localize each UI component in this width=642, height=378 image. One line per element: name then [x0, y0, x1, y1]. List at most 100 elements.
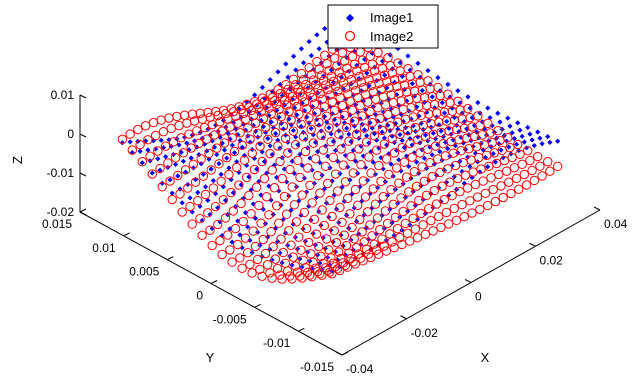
point-image2: [397, 143, 407, 153]
point-image2: [194, 138, 204, 149]
point-image2: [176, 133, 186, 143]
point-image2: [302, 104, 312, 114]
point-image2: [137, 157, 147, 167]
point-image2: [337, 48, 348, 58]
point-image2: [234, 180, 244, 190]
x-tick-4: [593, 206, 601, 211]
point-image2: [425, 157, 435, 168]
point-image2: [364, 74, 374, 85]
point-image1: [470, 143, 476, 150]
point-image2: [237, 263, 247, 273]
point-image2: [318, 145, 329, 155]
point-image1: [290, 53, 297, 59]
point-image2: [494, 169, 504, 180]
point-image2: [275, 270, 285, 280]
point-image1: [287, 253, 293, 259]
point-image2: [395, 66, 405, 76]
point-image2: [304, 113, 314, 123]
point-image1: [469, 174, 475, 181]
z-axis-label: Z: [10, 156, 25, 164]
point-image1: [455, 88, 461, 94]
point-image1: [382, 72, 388, 78]
point-image2: [158, 127, 169, 137]
point-image1: [456, 129, 462, 135]
point-image2: [493, 125, 503, 136]
point-image2: [268, 242, 278, 252]
point-image2: [334, 129, 344, 139]
point-image1: [405, 53, 411, 59]
point-image2: [347, 105, 357, 115]
point-image1: [346, 131, 352, 137]
point-image2: [215, 235, 225, 246]
point-image1: [445, 81, 451, 87]
point-image2: [203, 208, 213, 218]
point-image2: [475, 204, 485, 215]
point-image2: [317, 205, 327, 215]
y-tick-label-5: 0.01: [92, 241, 116, 255]
point-image1: [477, 169, 483, 175]
point-image2: [298, 75, 309, 85]
point-image2: [226, 187, 236, 198]
point-image2: [296, 68, 307, 79]
point-image2: [398, 104, 409, 115]
point-image1: [358, 88, 364, 94]
point-image2: [473, 111, 483, 121]
point-image2: [269, 183, 280, 193]
point-image2: [377, 234, 387, 244]
point-image2: [513, 139, 523, 150]
point-image1: [288, 122, 294, 128]
point-image2: [272, 263, 283, 274]
y-tick-0: [341, 351, 349, 356]
point-image1: [472, 150, 479, 156]
point-image1: [306, 120, 312, 126]
point-image2: [265, 268, 275, 278]
point-image2: [172, 111, 182, 122]
point-image1: [155, 156, 161, 162]
point-image1: [461, 180, 467, 186]
point-image1: [309, 167, 315, 173]
point-image2: [314, 117, 324, 128]
point-image1: [529, 137, 535, 143]
point-image2: [308, 257, 318, 268]
point-image2: [164, 113, 174, 123]
legend-marker-image2: [344, 30, 356, 42]
point-image2: [198, 171, 209, 181]
point-image1: [306, 203, 312, 209]
point-image2: [301, 79, 311, 90]
point-image2: [364, 152, 374, 162]
point-image2: [314, 241, 324, 252]
point-image1: [395, 45, 401, 52]
point-image2: [368, 184, 378, 194]
point-image2: [308, 138, 319, 148]
point-image1: [345, 105, 351, 111]
point-image1: [370, 159, 376, 165]
point-image2: [443, 219, 454, 229]
point-image2: [184, 129, 194, 139]
point-image1: [267, 77, 273, 83]
point-image1: [329, 111, 335, 117]
point-image2: [300, 262, 311, 273]
point-image2: [395, 232, 405, 243]
point-image1: [345, 164, 351, 170]
point-image2: [475, 120, 485, 131]
point-image2: [353, 249, 364, 259]
point-image2: [208, 183, 219, 193]
point-image2: [503, 132, 513, 143]
point-image2: [403, 64, 413, 74]
point-image1: [285, 242, 291, 249]
point-image2: [373, 47, 383, 58]
point-image2: [326, 71, 337, 82]
point-image1: [338, 74, 344, 80]
point-image2: [449, 203, 459, 214]
point-image2: [274, 218, 284, 228]
x-tick-label-2: 0: [475, 290, 482, 304]
point-image1: [336, 61, 342, 67]
point-image1: [316, 46, 322, 52]
point-image2: [504, 177, 514, 187]
point-image1: [388, 161, 394, 167]
point-image1: [229, 142, 235, 148]
point-image2: [342, 63, 352, 73]
point-image2: [279, 191, 290, 202]
point-image2: [175, 189, 185, 199]
point-image2: [384, 169, 394, 180]
